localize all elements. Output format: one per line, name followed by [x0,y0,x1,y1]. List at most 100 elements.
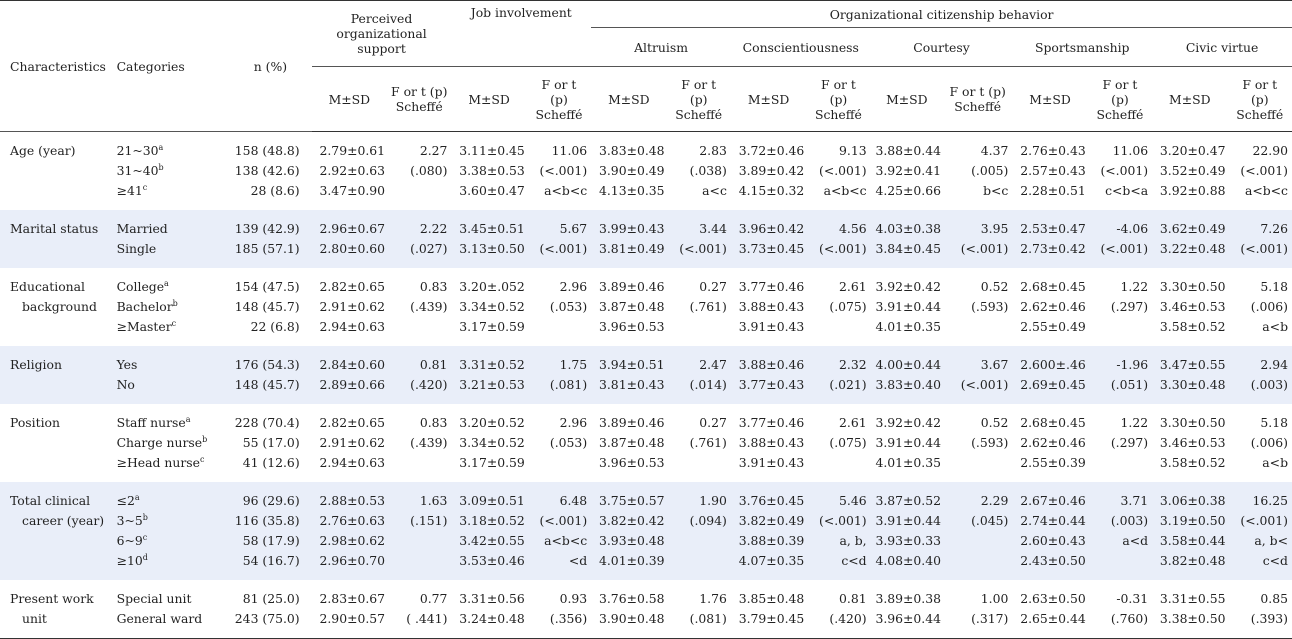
cell-value: 1.00 [980,591,1009,606]
table-body: Age (year) 21~30a 31~40b ≥41c 158 (48.8) 138 … [0,132,1292,639]
cell-value: 2.600±.46 [1020,357,1086,372]
civ-msd-cell: 3.47±0.55 3.30±0.48 [1152,346,1228,404]
cell-value: a<c [702,183,727,198]
job-msd-cell: 3.11±0.45 3.38±0.53 3.60±0.47 [451,132,526,211]
cell-value: 243 (75.0) [234,611,300,626]
header-sportsmanship: Sportsmanship [1012,27,1153,67]
cou-f-cell: 3.95 (<.001) [943,210,1013,268]
cell-value [387,531,447,551]
cell-value: (.593) [971,435,1009,450]
cell-value: 3.31±0.55 [1159,591,1226,606]
cell-value: 2.91±0.62 [319,435,386,450]
cell-value: 2.96±0.70 [319,553,386,568]
cell-value: 3.87±0.48 [598,299,665,314]
cell-value: 3.89±0.46 [598,415,665,430]
cell-value: (.297) [1110,435,1149,450]
header-msd: M±SD [870,66,943,132]
cell-value: (.761) [689,299,727,314]
cell-value: 1.63 [419,493,448,508]
category-label: ≥10d [117,551,230,571]
alt-f-cell: 3.44 (<.001) [666,210,731,268]
cell-value: 3.52±0.49 [1159,163,1226,178]
cell-value: 3.88±0.43 [738,299,805,314]
cell-value [943,531,1008,551]
cell-value: 2.27 [419,143,448,158]
cell-value: 2.76±0.43 [1020,143,1086,158]
cell-value: 2.82±0.65 [319,415,386,430]
cell-value: 2.84±0.60 [319,357,386,372]
cell-value: 3.94±0.51 [598,357,665,372]
category-label: Yes [117,355,230,375]
cell-value: 3.24±0.48 [459,611,525,626]
civ-msd-cell: 3.30±0.50 3.46±0.53 3.58±0.52 [1152,268,1227,346]
cell-value: 2.32 [839,357,867,372]
header-conscientiousness: Conscientiousness [730,27,871,67]
cell-value: 2.63±0.50 [1020,591,1086,606]
cell-value: 11.06 [551,143,588,158]
cou-msd-cell: 3.87±0.52 3.91±0.44 3.93±0.33 4.08±0.40 [870,482,943,580]
job-msd-cell: 3.09±0.51 3.18±0.52 3.42±0.55 3.53±0.46 [451,482,527,580]
spo-f-cell: 11.06 (<.001) c<b<a [1088,132,1152,211]
cell-value: 3.20±0.52 [459,415,525,430]
cell-value: 2.43±0.50 [1020,553,1086,568]
cell-value: a<b [1262,319,1288,334]
characteristic-label: Marital status [10,221,99,236]
category-text: Special unit [116,591,192,606]
table-row: Present work unit Special unit General ward… [0,580,1292,639]
category-text: Single [116,241,157,256]
cell-value: 3.82±0.42 [598,513,665,528]
cou-f-cell: 3.67 (<.001) [943,346,1013,404]
civ-msd-cell: 3.06±0.38 3.19±0.50 3.58±0.44 3.82±0.48 [1152,482,1228,580]
category-text: ≤2 [116,493,135,508]
cell-value: (<.001) [818,513,867,528]
header-characteristics: Characteristics [0,0,109,132]
pos-msd-cell: 2.83±0.67 2.90±0.57 [311,580,388,639]
cell-value: 2.55±0.49 [1020,319,1086,334]
cell-value: (<.001) [1240,513,1288,528]
characteristic-label: Educational [10,279,86,294]
cell-value: (.439) [410,435,448,450]
cell-value: 3.47±0.90 [319,183,386,198]
cell-value: (.053) [549,435,588,450]
cou-msd-cell: 3.89±0.38 3.96±0.44 [870,580,943,639]
header-perceived-support: Perceived organizational support [311,0,452,67]
cell-value: 3.30±0.50 [1159,415,1226,430]
cell-value: 2.89±0.66 [319,377,386,392]
spo-msd-cell: 2.68±0.45 2.62±0.46 2.55±0.49 [1012,268,1087,346]
cell-value: (.760) [1110,611,1149,626]
cell-value: 3.58±0.44 [1159,533,1226,548]
cell-value: 3.06±0.38 [1159,493,1226,508]
category-label: Collegea [117,277,230,297]
cell-value: (<.001) [960,241,1009,256]
pos-f-cell: 2.27 (.080) [387,132,451,211]
cell-value: -4.06 [1116,221,1149,236]
cou-msd-cell: 3.92±0.42 3.91±0.44 4.01±0.35 [871,404,943,482]
cell-value: 3.20±.052 [459,279,525,294]
con-msd-cell: 3.85±0.48 3.79±0.45 [730,580,807,639]
cell-value: 3.91±0.44 [875,513,941,528]
spo-msd-cell: 2.68±0.45 2.62±0.46 2.55±0.39 [1012,404,1087,482]
pos-f-cell: 1.63 (.151) [387,482,452,580]
cell-value: 3.46±0.53 [1159,435,1226,450]
cell-value: 4.56 [839,221,867,236]
spo-f-cell: -4.06 (<.001) [1087,210,1153,268]
header-f-or-t: F or t (p) Scheffé [1227,66,1292,132]
cell-value: (<.001) [539,513,588,528]
cell-value: 2.94±0.63 [319,455,386,470]
cell-value: (<.001) [818,163,867,178]
cell-value: 3.83±0.40 [875,377,941,392]
civ-f-cell: 22.90 (<.001) a<b<c [1227,132,1292,211]
cell-value: (<.001) [818,241,867,256]
cell-value: 3.34±0.52 [459,299,525,314]
cell-value: 2.73±0.42 [1020,241,1086,256]
characteristic-label: Present work [10,591,94,606]
job-msd-cell: 3.31±0.52 3.21±0.53 [451,346,527,404]
con-f-cell: 2.61 (.075) [806,404,870,482]
table-row: Marital status Married Single 139 (42.9) 185… [0,210,1292,268]
cell-value: 4.25±0.66 [875,183,941,198]
cell-value: (.005) [971,163,1009,178]
cell-value: 3.58±0.52 [1159,319,1226,334]
category-superscript: a [185,415,191,424]
cell-value: 3.92±0.41 [875,163,941,178]
characteristic-cell: Position [0,404,109,482]
